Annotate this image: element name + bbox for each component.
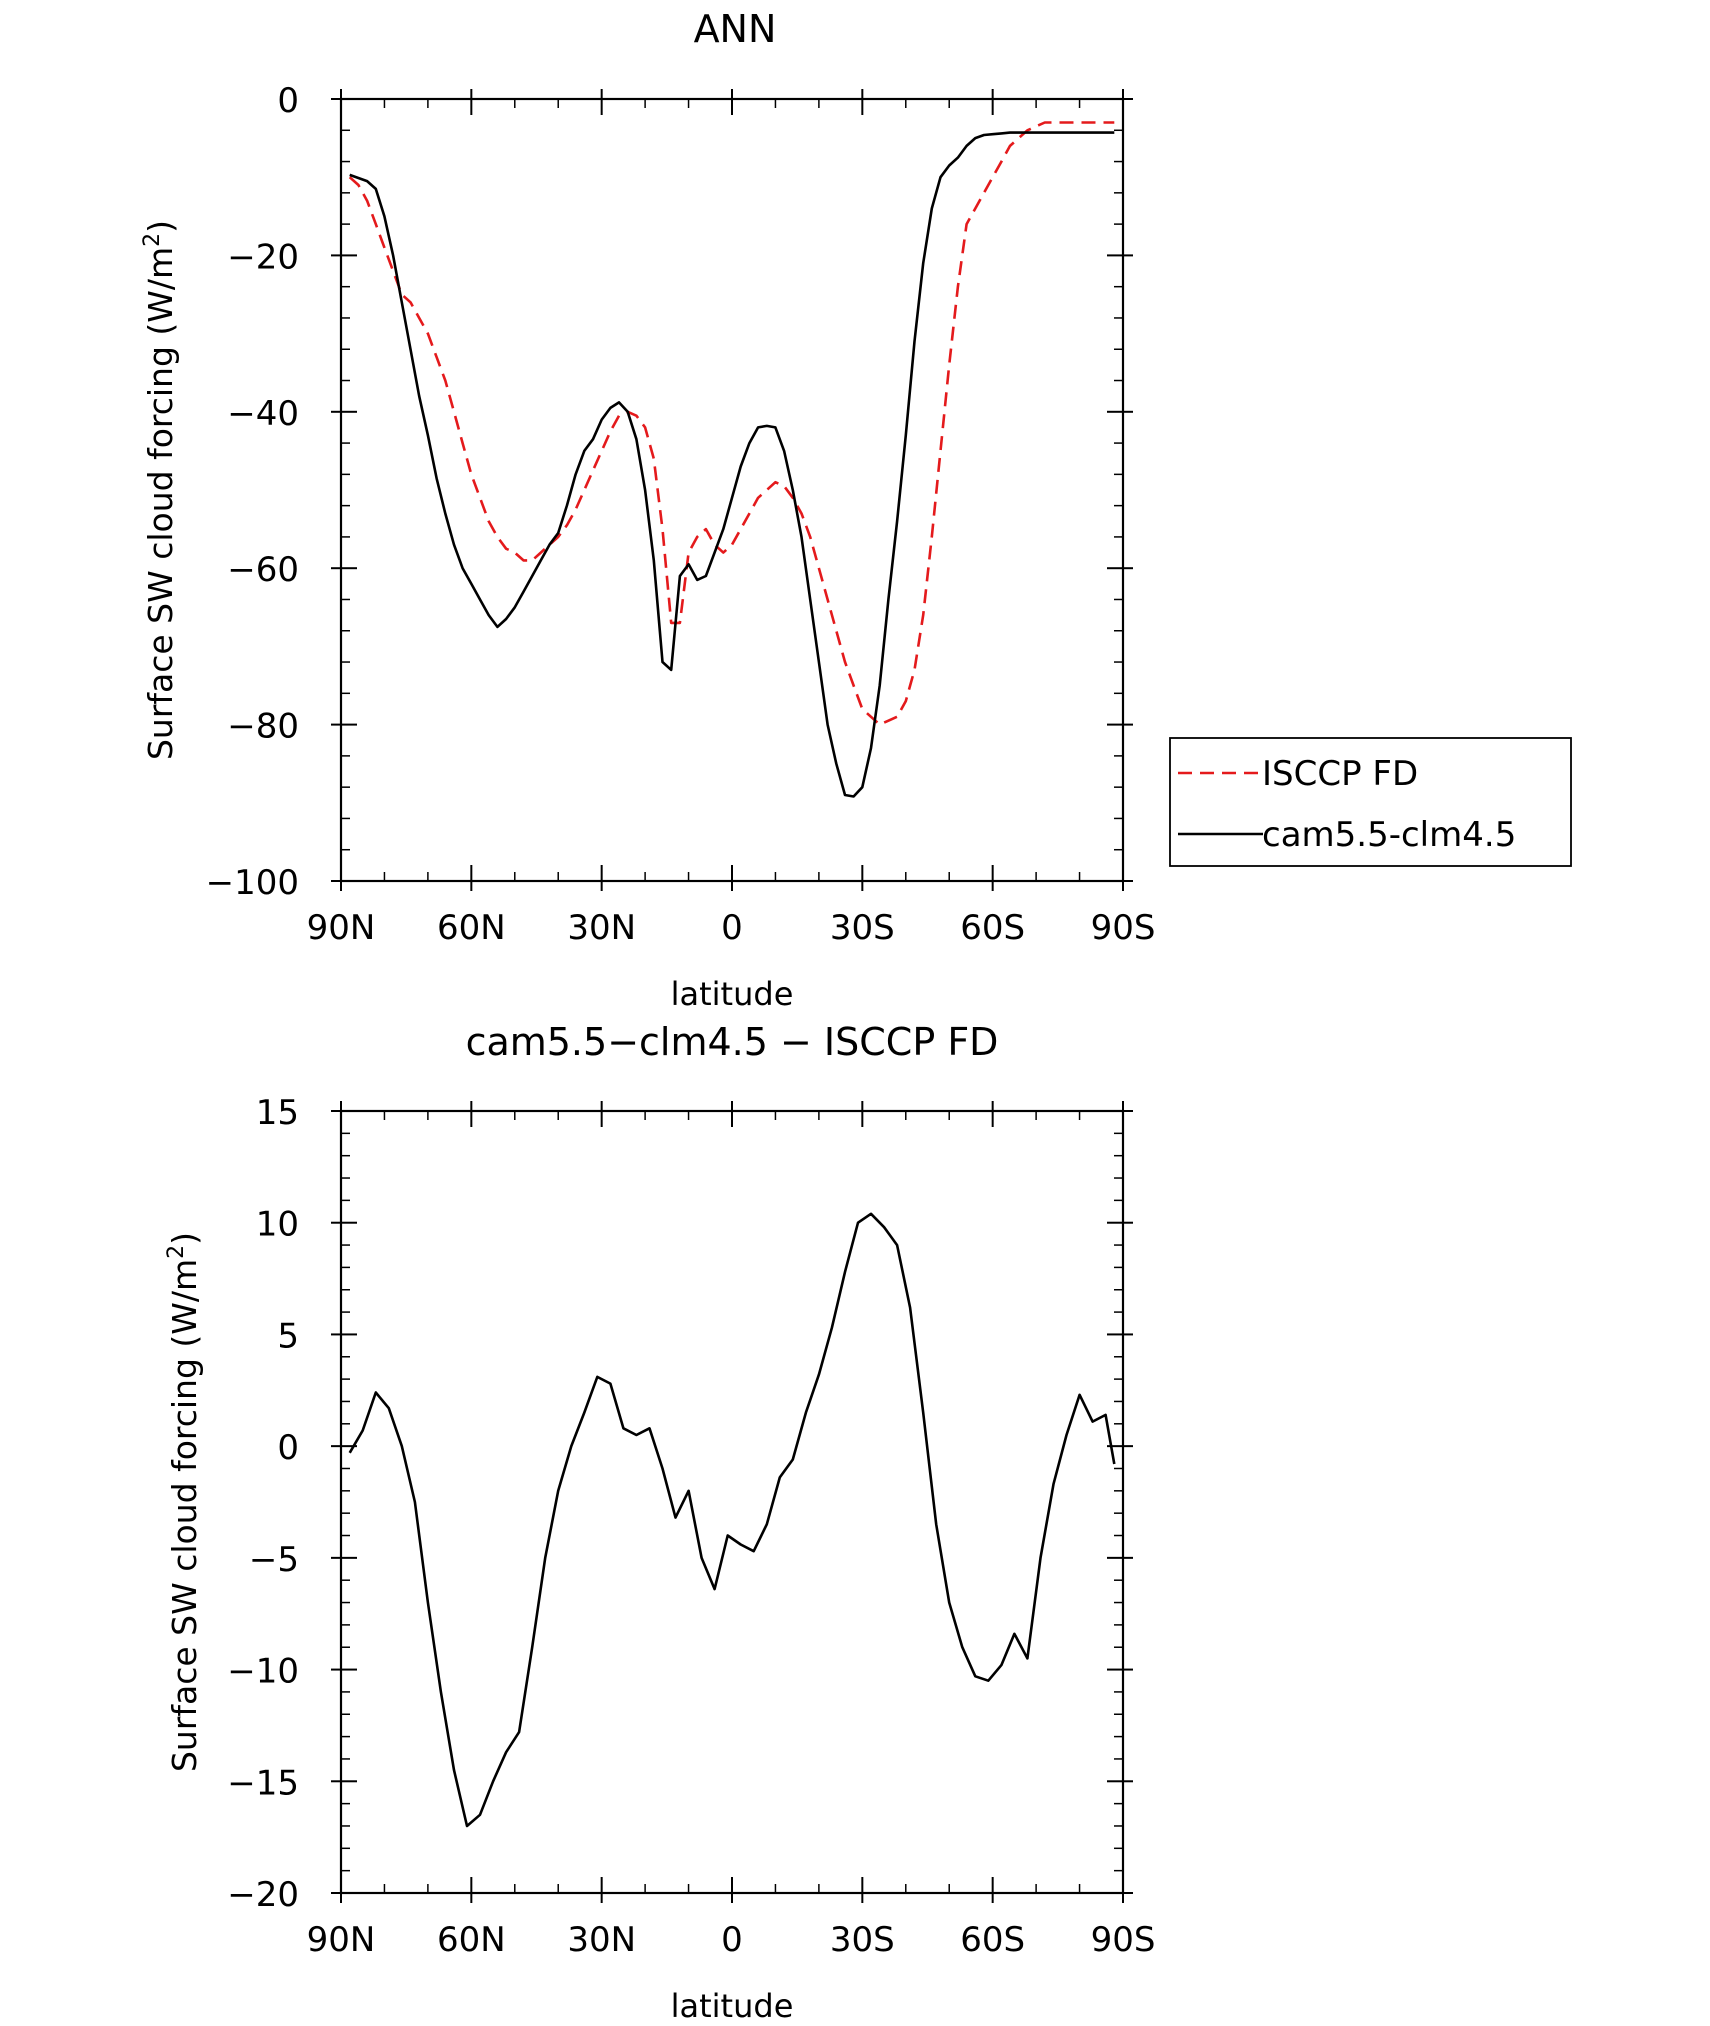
- top-x-tick-label: 30S: [830, 908, 895, 948]
- bottom-chart-plot-frame: [339, 1109, 1125, 1895]
- top-y-tick-label: −20: [227, 237, 299, 277]
- bottom-x-tick-label: 90S: [1091, 1920, 1156, 1960]
- top-y-tick-label: −60: [227, 550, 299, 590]
- bottom-chart-y-tick-labels: 15 10 5 0 −5 −10 −15 −20: [227, 1093, 299, 1915]
- bottom-y-tick-label: −5: [249, 1540, 299, 1580]
- top-x-tick-label: 90S: [1091, 908, 1156, 948]
- top-x-tick-label: 0: [721, 908, 743, 948]
- top-chart-series-line-1: [349, 131, 1115, 798]
- top-chart-legend: ISCCP FD cam5.5-clm4.5: [1169, 737, 1572, 867]
- top-chart-title: ANN: [694, 7, 777, 51]
- legend-box: [1169, 737, 1572, 867]
- top-x-tick-label: 90N: [307, 908, 376, 948]
- legend-label-isccp-fd: ISCCP FD: [1262, 754, 1418, 794]
- bottom-y-tick-label: 0: [277, 1428, 299, 1468]
- top-x-tick-label: 30N: [567, 908, 636, 948]
- bottom-chart-ticks: [331, 1101, 1133, 1903]
- bottom-x-tick-label: 90N: [307, 1920, 376, 1960]
- top-chart-y-axis-label-main: Surface SW cloud forcing (W/m: [141, 247, 180, 760]
- bottom-chart: cam5.5−clm4.5 − ISCCP FD 15 10 5 0 −5 −10 −15 −…: [164, 1020, 1156, 2025]
- top-y-tick-label: −80: [227, 707, 299, 747]
- bottom-chart-series-line-0: [348, 1212, 1116, 1828]
- bottom-chart-series: [348, 1212, 1116, 1828]
- bottom-y-tick-label: 15: [256, 1093, 299, 1133]
- bottom-chart-x-tick-labels: 90N 60N 30N 0 30S 60S 90S: [307, 1920, 1156, 1960]
- bottom-x-tick-label: 60S: [960, 1920, 1025, 1960]
- top-chart-y-axis-label-sup: 2: [140, 233, 165, 247]
- top-x-tick-label: 60N: [437, 908, 506, 948]
- top-chart-y-tick-labels: 0 −20 −40 −60 −80 −100: [206, 81, 299, 903]
- bottom-x-tick-label: 30S: [830, 1920, 895, 1960]
- top-y-tick-label: −100: [206, 863, 299, 903]
- top-chart-series-line-0: [348, 121, 1115, 726]
- bottom-chart-y-axis-label: Surface SW cloud forcing (W/m2): [164, 1232, 204, 1772]
- bottom-y-tick-label: 10: [256, 1205, 299, 1245]
- top-x-tick-label: 60S: [960, 908, 1025, 948]
- top-y-tick-label: −40: [227, 394, 299, 434]
- bottom-y-tick-label: 5: [277, 1316, 299, 1356]
- bottom-chart-y-axis-label-main: Surface SW cloud forcing (W/m: [165, 1259, 204, 1772]
- top-chart-ticks: [331, 89, 1133, 891]
- bottom-y-tick-label: −20: [227, 1875, 299, 1915]
- top-chart-x-tick-labels: 90N 60N 30N 0 30S 60S 90S: [307, 908, 1156, 948]
- bottom-chart-title: cam5.5−clm4.5 − ISCCP FD: [466, 1020, 999, 1064]
- legend-label-cam55: cam5.5-clm4.5: [1262, 815, 1516, 855]
- bottom-chart-y-axis-label-close: ): [165, 1232, 204, 1245]
- bottom-x-tick-label: 0: [721, 1920, 743, 1960]
- top-chart: ANN 0−20−40−60−80−100 90N 60N 30N 0 30S 60S 90…: [140, 7, 1572, 1013]
- bottom-x-tick-label: 60N: [437, 1920, 506, 1960]
- bottom-chart-x-axis-label: latitude: [671, 1987, 794, 2021]
- bottom-x-tick-label: 30N: [567, 1920, 636, 1960]
- top-chart-plot-frame: [339, 97, 1125, 883]
- bottom-y-tick-label: −15: [227, 1763, 299, 1803]
- bottom-chart-y-axis-label-sup: 2: [164, 1245, 189, 1259]
- bottom-y-tick-label: −10: [227, 1652, 299, 1692]
- top-chart-x-axis-label: latitude: [671, 975, 794, 1013]
- top-chart-series: [348, 121, 1115, 798]
- top-chart-y-axis-label: Surface SW cloud forcing (W/m2): [140, 220, 180, 760]
- top-chart-y-axis-label-close: ): [141, 220, 180, 233]
- top-y-tick-label: 0: [277, 81, 299, 121]
